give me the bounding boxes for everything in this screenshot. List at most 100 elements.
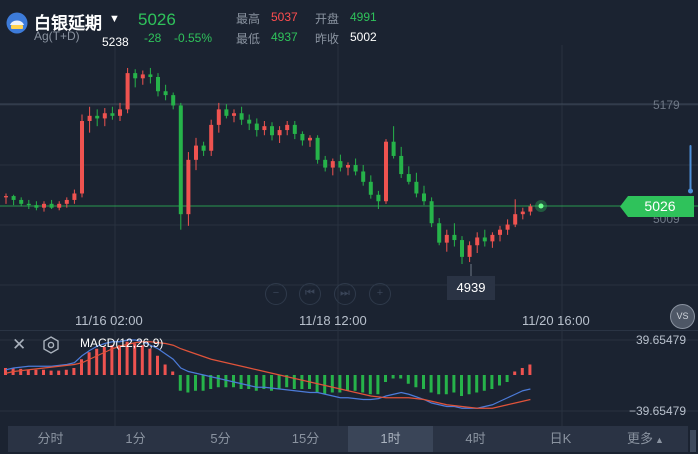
zoom-out-button[interactable]: −	[265, 283, 287, 305]
quote-label-open: 开盘	[315, 12, 340, 26]
current-price-tag: 5026	[620, 196, 694, 217]
macd-bar	[429, 375, 433, 393]
tab-15min[interactable]: 15分	[291, 431, 320, 446]
quote-label-high: 最高	[236, 12, 261, 26]
macd-bar	[467, 375, 471, 395]
quote-label-prev-close: 昨收	[315, 32, 340, 46]
macd-bar	[376, 375, 380, 395]
candle	[34, 201, 39, 211]
macd-bar	[201, 375, 205, 391]
symbol-name[interactable]: 白银延期	[34, 14, 102, 34]
time-label-2: 11/18 12:00	[299, 313, 367, 328]
macd-bar	[156, 355, 159, 375]
candle	[323, 155, 328, 172]
first-page-button[interactable]: ⏮	[299, 283, 321, 305]
macd-bar	[247, 375, 251, 389]
candle	[482, 229, 487, 247]
candle	[338, 154, 343, 172]
candle	[467, 241, 472, 263]
candle	[11, 194, 16, 206]
tab-time-sharing[interactable]: 分时	[37, 431, 64, 446]
candle	[490, 232, 495, 248]
macd-bar	[262, 375, 266, 389]
macd-bar	[346, 375, 349, 391]
candle	[148, 67, 153, 84]
candle	[308, 135, 312, 147]
candle	[368, 175, 373, 199]
tab-1min[interactable]: 1分	[125, 431, 146, 446]
candle	[49, 199, 54, 209]
candle	[26, 199, 31, 209]
macd-bar	[163, 364, 167, 375]
candles	[4, 67, 533, 264]
candle	[505, 219, 510, 235]
macd-bar	[513, 371, 517, 375]
chevron-down-icon[interactable]: ▼	[109, 13, 120, 25]
zoom-in-button[interactable]: +	[369, 283, 391, 305]
macd-bar	[49, 370, 53, 375]
candle	[452, 223, 457, 247]
current-price-tag-text: 5026	[644, 198, 675, 214]
macd-bar	[72, 368, 76, 375]
candle	[414, 172, 419, 198]
macd-bar	[125, 341, 129, 375]
candle	[361, 165, 366, 186]
macd-indicator-label[interactable]: MACD(12,26,9)	[80, 336, 164, 350]
candle	[239, 106, 244, 125]
macd-bar	[95, 348, 99, 375]
last-page-button[interactable]: ⏭	[334, 283, 356, 305]
time-label-3: 11/20 16:00	[522, 313, 590, 328]
candle	[520, 207, 525, 220]
macd-bar	[148, 348, 152, 375]
macd-bar	[209, 375, 213, 389]
price-scale-slider[interactable]	[688, 145, 693, 195]
macd-chart[interactable]	[0, 330, 698, 426]
candle	[292, 121, 297, 140]
candle	[285, 121, 290, 136]
macd-bar	[254, 375, 258, 391]
macd-bar	[133, 343, 137, 375]
candle	[118, 102, 122, 121]
candle	[178, 102, 183, 230]
quote-label-low: 最低	[236, 32, 261, 46]
candle	[247, 114, 252, 131]
macd-dif-line	[5, 339, 531, 409]
macd-bar	[444, 375, 448, 395]
tab-more[interactable]: 更多 ▲	[603, 426, 688, 452]
close-icon[interactable]: ✕	[12, 335, 27, 354]
candle	[194, 137, 198, 171]
macd-bar	[224, 375, 228, 388]
macd-bar	[171, 371, 175, 375]
candle	[95, 109, 100, 127]
candle	[156, 73, 160, 97]
settings-icon[interactable]	[42, 336, 60, 354]
tab-1hour[interactable]: 1时	[348, 426, 433, 452]
macd-bar	[361, 375, 365, 393]
tab-5min[interactable]: 5分	[210, 431, 231, 446]
macd-bar	[178, 375, 182, 391]
candle	[110, 106, 115, 120]
compare-button[interactable]: VS	[670, 304, 695, 329]
axis-label-upper: 5179	[653, 98, 680, 112]
macd-bar	[194, 375, 197, 391]
price-change: -28	[144, 31, 162, 45]
quote-value-prev-close: 5002	[350, 30, 377, 44]
macd-bar	[384, 375, 387, 382]
candle	[216, 102, 221, 133]
candle	[498, 225, 502, 242]
macd-bar	[186, 375, 190, 393]
macd-bar	[64, 369, 68, 375]
macd-bar	[232, 375, 235, 388]
macd-bar	[270, 375, 273, 391]
candle	[444, 229, 449, 252]
candle	[232, 109, 236, 123]
tab-daily[interactable]: 日K	[549, 431, 572, 446]
candle	[300, 131, 305, 146]
tab-4hour[interactable]: 4时	[465, 431, 486, 446]
macd-bar	[437, 375, 441, 395]
macd-bar	[34, 369, 38, 375]
candle	[399, 146, 404, 178]
timeframe-tabs: 分时 1分 5分 15分 1时 4时 日K 更多 ▲	[8, 426, 688, 452]
candle	[429, 197, 434, 228]
macd-bar	[406, 375, 410, 384]
